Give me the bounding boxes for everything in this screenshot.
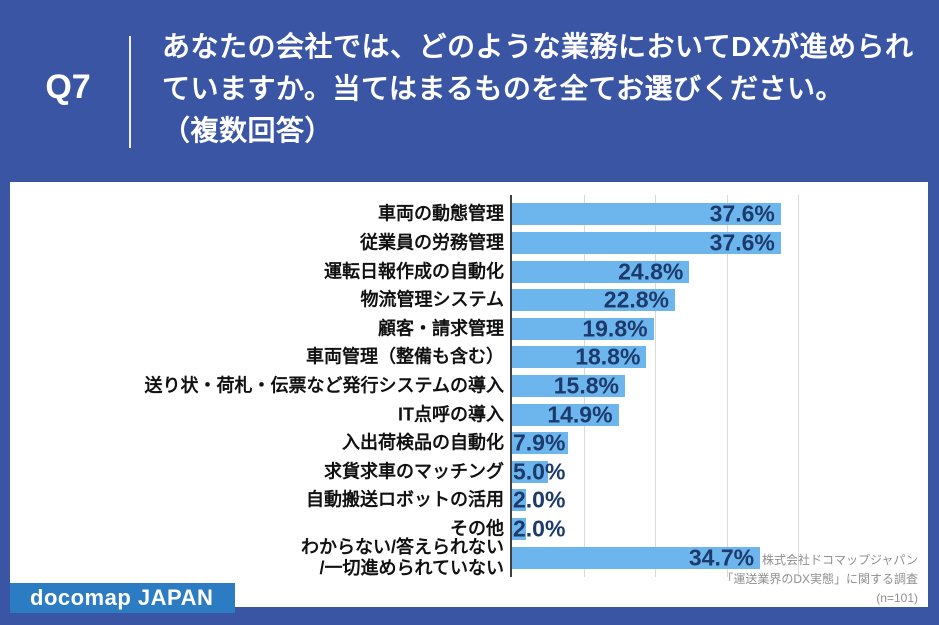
value-label: 7.9% — [513, 429, 566, 456]
bar — [512, 375, 625, 398]
question-text-line: （複数回答） — [162, 115, 334, 146]
value-label: 5.0% — [513, 458, 566, 485]
docomap-logo: docomap JAPAN — [10, 583, 236, 613]
category-label: 顧客・請求管理 — [378, 318, 504, 339]
value-label: 14.9% — [547, 401, 613, 428]
value-label: 34.7% — [688, 544, 755, 571]
category-label: わからない/答えられない /一切進められていない — [301, 536, 504, 578]
bar — [512, 460, 548, 483]
value-label: 18.8% — [575, 343, 641, 370]
bar — [512, 203, 781, 226]
category-label: 送り状・荷札・伝票など発行システムの導入 — [144, 375, 504, 396]
gridline — [655, 195, 656, 577]
chart-row: 物流管理システム 22.8% — [10, 286, 928, 315]
chart-row: 入出荷検品の自動化 7.9% — [10, 429, 928, 458]
bar — [512, 317, 654, 340]
chart-row: その他 2.0% — [10, 515, 928, 544]
question-text-line: ていますか。当てはまるものを全てお選びください。 — [162, 73, 845, 104]
bar — [512, 546, 761, 569]
value-label: 15.8% — [553, 372, 619, 399]
value-label: 24.8% — [618, 258, 684, 285]
chart-row: 送り状・荷札・伝票など発行システムの導入 15.8% — [10, 372, 928, 401]
chart-row: 顧客・請求管理 19.8% — [10, 314, 928, 343]
chart-row: 運転日報作成の自動化 24.8% — [10, 257, 928, 286]
bar — [512, 403, 619, 426]
bar — [512, 518, 527, 541]
header-divider — [129, 36, 131, 148]
category-label: その他 — [450, 518, 504, 539]
category-label: 物流管理システム — [360, 289, 504, 310]
value-label: 2.0% — [513, 486, 566, 513]
bar — [512, 260, 690, 283]
gridline — [798, 195, 799, 577]
category-label: 車両管理（整備も含む） — [306, 346, 504, 367]
category-label: 求貨求車のマッチング — [324, 461, 504, 482]
chart-row: 求貨求車のマッチング 5.0% — [10, 458, 928, 487]
category-label: 車両の動態管理 — [378, 203, 504, 224]
y-axis-line — [510, 195, 512, 577]
source-line: (n=101) — [876, 591, 918, 605]
source-line: 「運送業界のDX実態」に関する調査 — [721, 572, 918, 586]
chart-panel: 車両の動態管理 37.6% 従業員の労務管理 37.6% 運転日報作成の自動化 24.8%… — [10, 182, 928, 607]
chart-row: わからない/答えられない /一切進められていない 34.7% — [10, 537, 928, 578]
value-label: 22.8% — [603, 286, 670, 313]
value-label: 37.6% — [709, 229, 775, 256]
chart-row: 車両管理（整備も含む） 18.8% — [10, 343, 928, 372]
source-attribution: 株式会社ドコマップジャパン 「運送業界のDX実態」に関する調査 (n=101) — [721, 551, 918, 608]
chart-row: IT点呼の導入 14.9% — [10, 400, 928, 429]
category-label: 入出荷検品の自動化 — [342, 432, 504, 453]
bar — [512, 489, 527, 512]
category-label: 自動搬送ロボットの活用 — [306, 489, 504, 510]
category-label: 従業員の労務管理 — [360, 232, 504, 253]
bar — [512, 289, 676, 312]
category-label: IT点呼の導入 — [398, 404, 504, 425]
question-text-line: あなたの会社では、どのような業務においてDXが進められ — [162, 31, 914, 62]
question-number: Q7 — [45, 68, 91, 106]
chart-row: 自動搬送ロボットの活用 2.0% — [10, 486, 928, 515]
source-line: 株式会社ドコマップジャパン — [761, 553, 918, 567]
category-label: 運転日報作成の自動化 — [324, 261, 504, 282]
value-label: 37.6% — [709, 200, 775, 227]
value-label: 2.0% — [513, 515, 566, 542]
value-label: 19.8% — [582, 315, 648, 342]
gridline — [726, 195, 728, 577]
bar — [512, 432, 569, 455]
bar — [512, 346, 647, 369]
chart-row: 従業員の労務管理 37.6% — [10, 229, 928, 258]
bar — [512, 231, 781, 254]
question-text: あなたの会社では、どのような業務においてDXが進められ ていますか。当てはまるも… — [162, 26, 922, 152]
chart-row: 車両の動態管理 37.6% — [10, 200, 928, 229]
